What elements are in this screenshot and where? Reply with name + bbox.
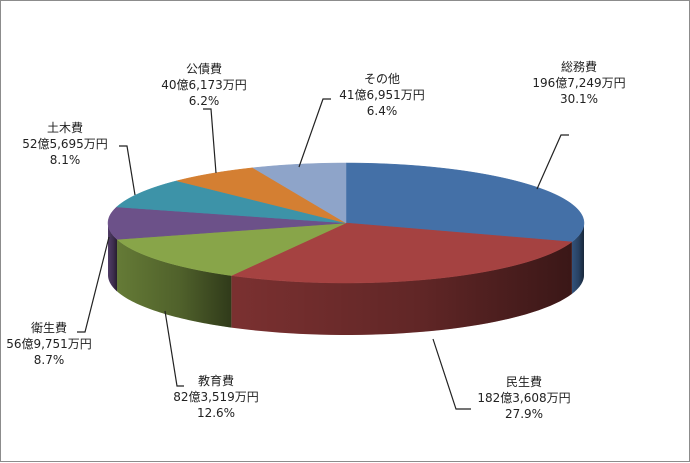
slice-amount-label-1: 196億7,249万円 bbox=[532, 76, 625, 90]
pie-side-shade-3 bbox=[117, 239, 232, 328]
pie-side-shade-1 bbox=[571, 223, 584, 294]
pie-side-shade-2 bbox=[231, 241, 572, 335]
slice-amount-label-4: 56億9,751万円 bbox=[6, 337, 92, 351]
slice-amount-label-3: 82億3,519万円 bbox=[173, 390, 259, 404]
slice-amount-label-2: 182億3,608万円 bbox=[477, 391, 570, 405]
slice-percent-label-3: 12.6% bbox=[197, 406, 235, 420]
pie-sides bbox=[108, 223, 584, 335]
slice-percent-label-1: 30.1% bbox=[560, 92, 598, 106]
leader-line-4 bbox=[77, 236, 110, 333]
slice-percent-label-5: 8.1% bbox=[50, 153, 81, 167]
slice-percent-label-4: 8.7% bbox=[34, 353, 65, 367]
leader-line-1 bbox=[536, 134, 569, 190]
leader-line-3 bbox=[164, 310, 184, 387]
leader-line-6 bbox=[203, 108, 217, 174]
pie-slice-4 bbox=[107, 206, 347, 240]
slice-name-label-5: 土木費 bbox=[47, 120, 83, 135]
slice-name-label-6: 公債費 bbox=[186, 61, 222, 76]
slice-percent-label-7: 6.4% bbox=[367, 104, 398, 118]
pie-slice-6 bbox=[176, 167, 347, 224]
pie-slice-5 bbox=[116, 180, 347, 224]
leader-lines bbox=[77, 98, 569, 410]
pie-slice-7 bbox=[252, 162, 347, 224]
slice-amount-label-6: 40億6,173万円 bbox=[161, 78, 247, 92]
pie-tops bbox=[107, 162, 585, 284]
slice-name-label-7: その他 bbox=[364, 72, 400, 86]
slice-name-label-2: 民生費 bbox=[506, 374, 542, 389]
slice-amount-label-7: 41億6,951万円 bbox=[339, 88, 425, 102]
pie-slice-3 bbox=[116, 222, 347, 276]
pie-slice-1 bbox=[345, 162, 585, 243]
leader-line-7 bbox=[298, 98, 331, 168]
slice-name-label-3: 教育費 bbox=[198, 373, 234, 388]
slice-percent-label-6: 6.2% bbox=[189, 94, 220, 108]
leader-line-2 bbox=[432, 338, 471, 410]
pie-slice-2 bbox=[230, 222, 573, 284]
slice-name-label-1: 総務費 bbox=[561, 59, 597, 74]
slice-name-label-4: 衛生費 bbox=[31, 320, 67, 335]
slice-percent-label-2: 27.9% bbox=[505, 407, 543, 421]
leader-line-5 bbox=[119, 145, 136, 196]
data-labels: 総務費 196億7,249万円 30.1% 民生費 182億3,608万円 27.9% 教育… bbox=[6, 59, 625, 421]
slice-amount-label-5: 52億5,695万円 bbox=[22, 137, 108, 151]
pie-side-shade-4 bbox=[108, 223, 118, 292]
